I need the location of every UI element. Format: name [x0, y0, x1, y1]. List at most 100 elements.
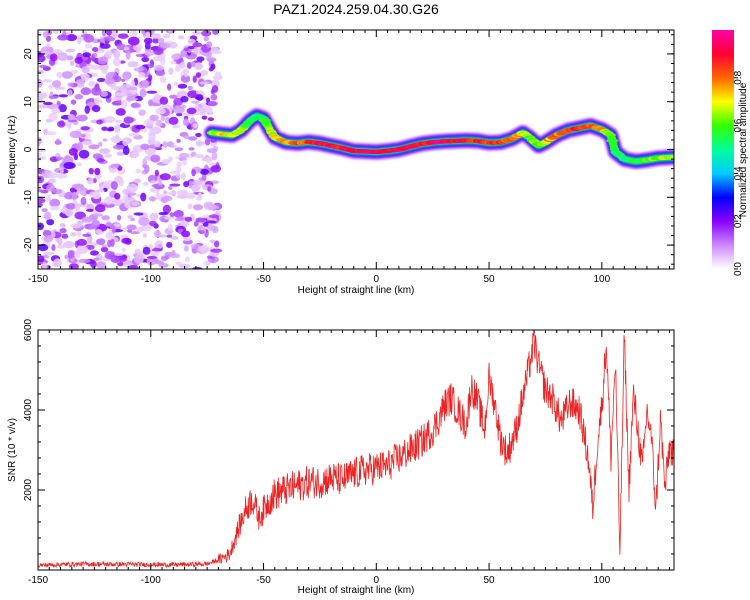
noise-speckle	[85, 208, 95, 212]
noise-speckle	[116, 151, 125, 156]
noise-speckle	[102, 138, 108, 142]
noise-speckle	[38, 152, 43, 157]
noise-speckle	[127, 61, 139, 68]
noise-speckle	[133, 254, 144, 264]
noise-speckle	[80, 73, 90, 81]
noise-speckle	[133, 178, 141, 184]
spectrogram-y-tick-label: 10	[23, 96, 34, 108]
noise-speckle	[55, 173, 68, 179]
frequency-ridge-layer	[203, 108, 674, 170]
noise-speckle	[70, 223, 83, 229]
noise-speckle	[38, 104, 49, 109]
noise-speckle	[38, 54, 46, 63]
noise-speckle	[208, 162, 217, 166]
noise-speckle	[104, 196, 114, 205]
colorbar-tick-label: 0.8	[733, 70, 744, 84]
noise-speckle	[148, 74, 153, 82]
noise-speckle	[90, 260, 97, 269]
noise-speckle	[46, 172, 58, 179]
noise-speckle	[81, 216, 93, 223]
noise-speckle	[203, 36, 209, 42]
noise-speckle	[82, 233, 92, 237]
noise-speckle	[177, 35, 185, 40]
noise-speckle	[110, 97, 122, 101]
noise-speckle	[130, 231, 140, 235]
noise-speckle	[93, 97, 100, 102]
noise-speckle	[144, 30, 151, 33]
noise-speckle	[179, 152, 189, 158]
noise-speckle	[154, 169, 159, 177]
noise-speckle	[110, 163, 120, 169]
noise-speckle	[185, 192, 196, 198]
noise-speckle	[190, 61, 196, 67]
noise-speckle	[132, 43, 143, 52]
noise-speckle	[190, 243, 201, 250]
noise-speckle	[107, 126, 115, 131]
noise-speckle	[82, 52, 92, 58]
noise-speckle	[122, 188, 131, 195]
noise-speckle	[97, 56, 109, 65]
noise-speckle	[112, 144, 125, 150]
noise-speckle	[49, 205, 60, 211]
noise-speckle	[130, 201, 140, 207]
noise-speckle	[67, 82, 75, 87]
snr-y-axis-label: SNR (10 * v/v)	[7, 418, 18, 482]
spectrogram-x-tick-label: 0	[374, 274, 380, 285]
noise-speckle	[67, 113, 76, 121]
spectrogram-x-tick-label: -100	[141, 274, 161, 285]
noise-speckle	[184, 216, 193, 222]
noise-speckle	[205, 220, 217, 224]
colorbar-ticks: 0.0 0.2 0.4 0.6 0.8	[733, 70, 744, 276]
noise-speckle	[99, 91, 109, 97]
noise-speckle	[133, 67, 145, 72]
noise-speckle	[59, 228, 67, 234]
noise-speckle	[142, 246, 151, 255]
noise-speckle	[58, 103, 67, 113]
noise-speckle	[206, 148, 218, 154]
noise-speckle	[155, 191, 160, 200]
noise-speckle	[93, 257, 100, 261]
noise-speckle	[96, 238, 106, 246]
snr-y-tick-label: 6000	[23, 318, 34, 341]
noise-speckle	[123, 116, 134, 124]
noise-speckle	[192, 123, 199, 129]
noise-speckle	[151, 248, 163, 252]
noise-speckle	[166, 241, 173, 249]
noise-speckle	[148, 220, 157, 227]
noise-speckle	[84, 105, 90, 114]
noise-speckle	[91, 219, 101, 228]
noise-speckle	[38, 175, 45, 184]
noise-speckle	[170, 236, 179, 240]
noise-speckle	[183, 245, 189, 252]
colorbar-tick-label: 0.2	[733, 214, 744, 228]
noise-speckle	[175, 173, 181, 179]
noise-speckle	[195, 90, 204, 95]
noise-speckle	[210, 164, 222, 173]
noise-speckle	[157, 37, 165, 46]
noise-speckle	[191, 31, 202, 35]
noise-speckle	[97, 141, 103, 147]
noise-speckle	[61, 233, 69, 239]
noise-speckle	[204, 157, 213, 163]
noise-speckle	[176, 138, 181, 143]
noise-speckle	[149, 114, 160, 122]
noise-speckle	[212, 30, 220, 35]
snr-plot-area	[38, 330, 674, 570]
noise-speckle	[128, 132, 140, 137]
noise-speckle	[105, 231, 115, 240]
noise-speckle	[151, 33, 161, 39]
noise-speckle	[49, 198, 61, 208]
noise-speckle	[169, 212, 176, 217]
noise-speckle	[91, 105, 101, 113]
noise-speckle	[70, 99, 77, 105]
noise-speckle	[159, 173, 171, 181]
noise-speckle	[42, 31, 49, 38]
noise-speckle	[55, 138, 61, 145]
noise-speckle	[96, 119, 104, 125]
spectrogram-x-tick-label: 50	[484, 274, 496, 285]
noise-speckle	[76, 220, 85, 224]
noise-speckle	[103, 36, 116, 42]
noise-speckle	[99, 43, 111, 49]
noise-speckle	[183, 47, 190, 52]
